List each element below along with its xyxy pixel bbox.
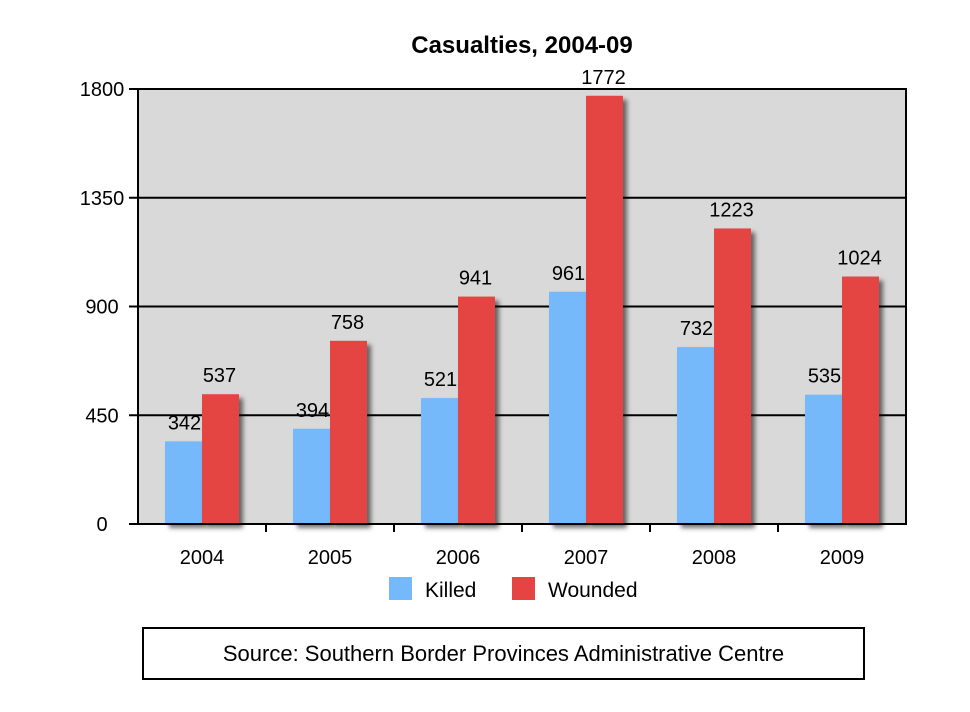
data-label-killed: 732: [680, 318, 713, 340]
source-text: Source: Southern Border Provinces Admini…: [222, 640, 785, 666]
legend-swatch-wounded: [512, 577, 535, 600]
bar-killed-2006: [421, 398, 458, 524]
data-label-killed: 521: [424, 369, 457, 391]
data-label-killed: 342: [168, 412, 201, 434]
data-label-wounded: 758: [331, 312, 364, 334]
x-tick-label: 2009: [820, 547, 865, 569]
bar-killed-2007: [549, 291, 586, 524]
data-label-killed: 961: [552, 263, 585, 285]
chart-title: Casualties, 2004-09: [411, 32, 632, 59]
legend-swatch-killed: [389, 577, 412, 600]
x-tick-label: 2004: [180, 547, 225, 569]
x-tick-label: 2006: [436, 547, 481, 569]
y-tick-label: 450: [85, 405, 118, 427]
y-tick-label: 900: [85, 297, 118, 319]
bar-wounded-2007: [586, 95, 623, 525]
bar-wounded-2008: [714, 228, 751, 525]
bar-killed-2004: [165, 441, 202, 524]
data-label-wounded: 1772: [581, 67, 626, 89]
data-label-killed: 394: [296, 400, 329, 422]
y-tick-label: 0: [96, 514, 107, 536]
x-tick-label: 2008: [692, 547, 737, 569]
bar-wounded-2006: [458, 296, 495, 524]
source-box: Source: Southern Border Provinces Admini…: [142, 627, 865, 680]
legend-label-wounded: Wounded: [548, 579, 638, 602]
y-tick-label: 1800: [80, 79, 125, 101]
bar-wounded-2009: [842, 276, 879, 524]
x-tick-label: 2007: [564, 547, 609, 569]
x-tick-label: 2005: [308, 547, 353, 569]
bar-wounded-2004: [202, 394, 239, 524]
data-label-wounded: 1024: [837, 248, 882, 270]
bar-killed-2009: [805, 394, 842, 524]
data-label-wounded: 537: [203, 365, 236, 387]
legend-label-killed: Killed: [425, 579, 476, 602]
bar-wounded-2005: [330, 340, 367, 524]
bar-killed-2005: [293, 428, 330, 524]
data-label-killed: 535: [808, 366, 841, 388]
data-label-wounded: 1223: [709, 199, 754, 221]
data-label-wounded: 941: [459, 268, 492, 290]
bar-killed-2008: [677, 347, 714, 524]
y-tick-label: 1350: [80, 188, 125, 210]
